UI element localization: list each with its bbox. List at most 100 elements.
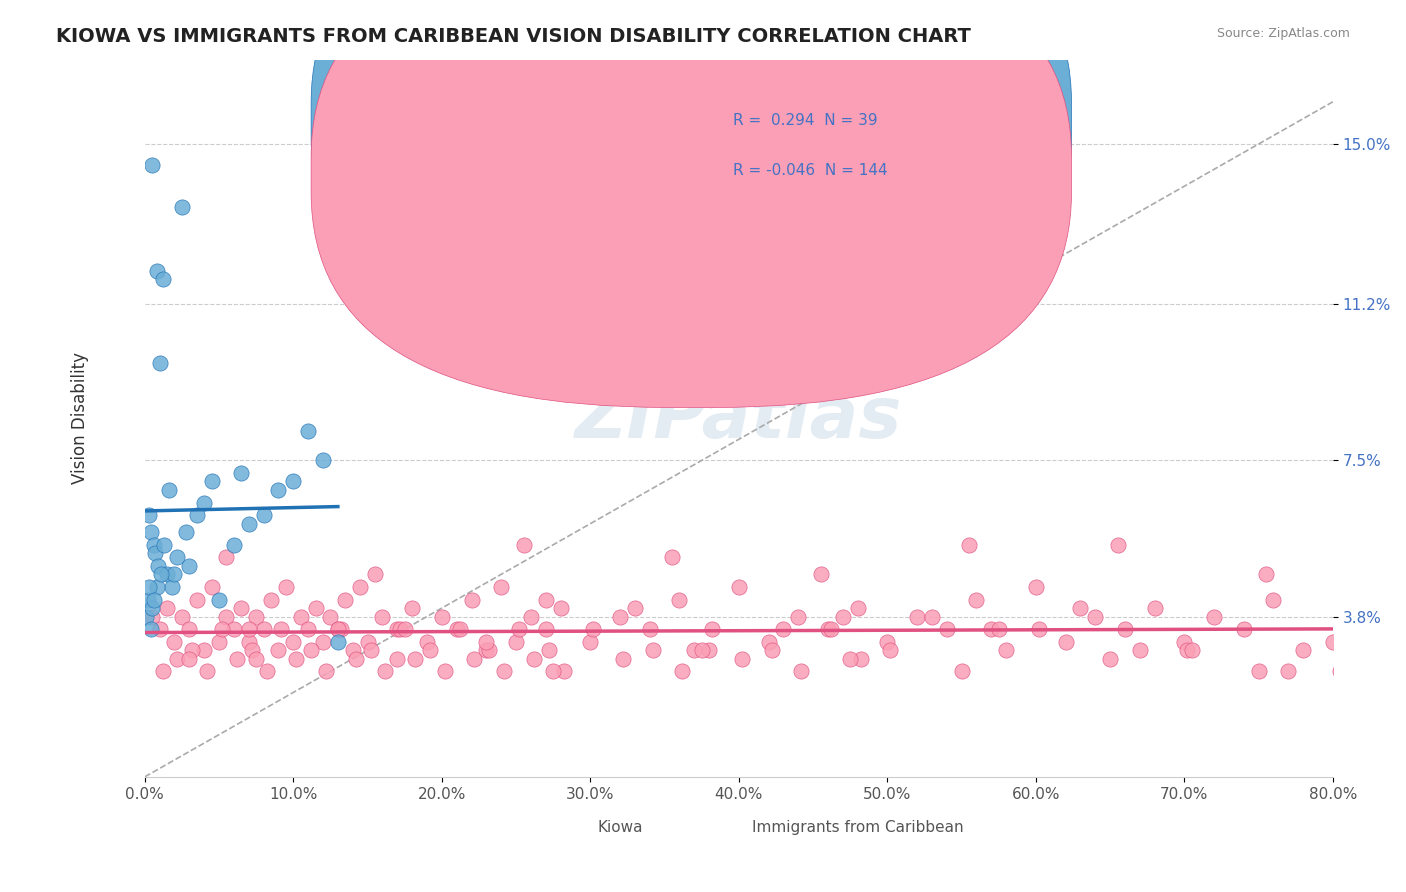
Point (179, 651, 201, 665)
Point (433, 665, 456, 679)
Point (787, 609, 810, 624)
Point (285, 651, 308, 665)
Point (283, 635, 305, 649)
Point (987, 622, 1010, 636)
Point (661, 550, 683, 565)
Point (537, 643, 560, 657)
Point (1292, 643, 1315, 657)
Point (141, 609, 163, 624)
Point (231, 601, 253, 615)
Text: Kiowa: Kiowa (598, 820, 643, 835)
Point (270, 622, 292, 636)
Point (145, 580, 167, 594)
Point (349, 580, 371, 594)
Point (1099, 651, 1122, 665)
Point (149, 622, 172, 636)
Point (150, 567, 173, 582)
Point (460, 592, 482, 607)
Point (624, 601, 647, 615)
Point (141, 772, 163, 787)
Point (260, 592, 283, 607)
Point (326, 635, 349, 649)
Point (446, 622, 468, 636)
Text: KIOWA VS IMMIGRANTS FROM CARIBBEAN VISION DISABILITY CORRELATION CHART: KIOWA VS IMMIGRANTS FROM CARIBBEAN VISIO… (56, 27, 972, 45)
Text: R =  0.294  N = 39: R = 0.294 N = 39 (733, 113, 887, 128)
Point (312, 635, 335, 649)
Text: ZIPatlas: ZIPatlas (575, 384, 903, 453)
FancyBboxPatch shape (644, 88, 1047, 211)
Point (193, 643, 215, 657)
Point (1247, 665, 1270, 679)
Point (245, 609, 267, 624)
Point (790, 665, 813, 679)
Point (160, 580, 183, 594)
Point (344, 651, 367, 665)
Point (360, 643, 382, 657)
Point (935, 622, 957, 636)
Point (146, 558, 169, 573)
Point (1175, 643, 1198, 657)
Point (1322, 635, 1344, 649)
Point (508, 622, 530, 636)
Point (208, 592, 231, 607)
Point (449, 622, 471, 636)
Point (195, 665, 218, 679)
Point (267, 483, 290, 497)
Point (319, 609, 342, 624)
Point (394, 622, 416, 636)
Point (222, 538, 245, 552)
Point (283, 475, 305, 489)
Point (166, 651, 188, 665)
Point (208, 635, 231, 649)
Point (582, 622, 605, 636)
Point (839, 651, 862, 665)
Y-axis label: Vision Disability: Vision Disability (72, 352, 89, 484)
Point (1028, 622, 1050, 636)
Point (374, 665, 396, 679)
Point (772, 622, 794, 636)
Point (520, 609, 543, 624)
Point (401, 601, 423, 615)
Point (1204, 609, 1226, 624)
Point (304, 601, 326, 615)
Point (761, 643, 783, 657)
Point (222, 622, 245, 636)
Point (980, 622, 1002, 636)
Point (312, 453, 335, 467)
Point (579, 635, 602, 649)
FancyBboxPatch shape (311, 0, 1071, 408)
Point (256, 665, 278, 679)
Point (668, 592, 690, 607)
Point (534, 592, 557, 607)
Point (849, 651, 872, 665)
Point (1254, 567, 1277, 582)
Point (1069, 601, 1091, 615)
Point (145, 263, 167, 277)
Point (329, 622, 352, 636)
Point (905, 609, 928, 624)
Point (371, 609, 394, 624)
FancyBboxPatch shape (311, 0, 1071, 353)
Point (1143, 601, 1166, 615)
Point (404, 651, 426, 665)
Point (1025, 580, 1047, 594)
Point (335, 592, 357, 607)
Point (523, 651, 546, 665)
Point (1181, 643, 1204, 657)
Point (817, 622, 839, 636)
Point (135, 609, 157, 624)
Point (1173, 635, 1195, 649)
Point (430, 609, 453, 624)
Point (139, 622, 162, 636)
Point (731, 651, 754, 665)
Point (758, 635, 780, 649)
Point (921, 609, 943, 624)
Point (179, 622, 201, 636)
Point (389, 622, 412, 636)
Point (252, 622, 274, 636)
Point (876, 635, 898, 649)
Point (139, 772, 162, 787)
Point (1129, 643, 1152, 657)
Point (1054, 635, 1077, 649)
Point (240, 643, 263, 657)
